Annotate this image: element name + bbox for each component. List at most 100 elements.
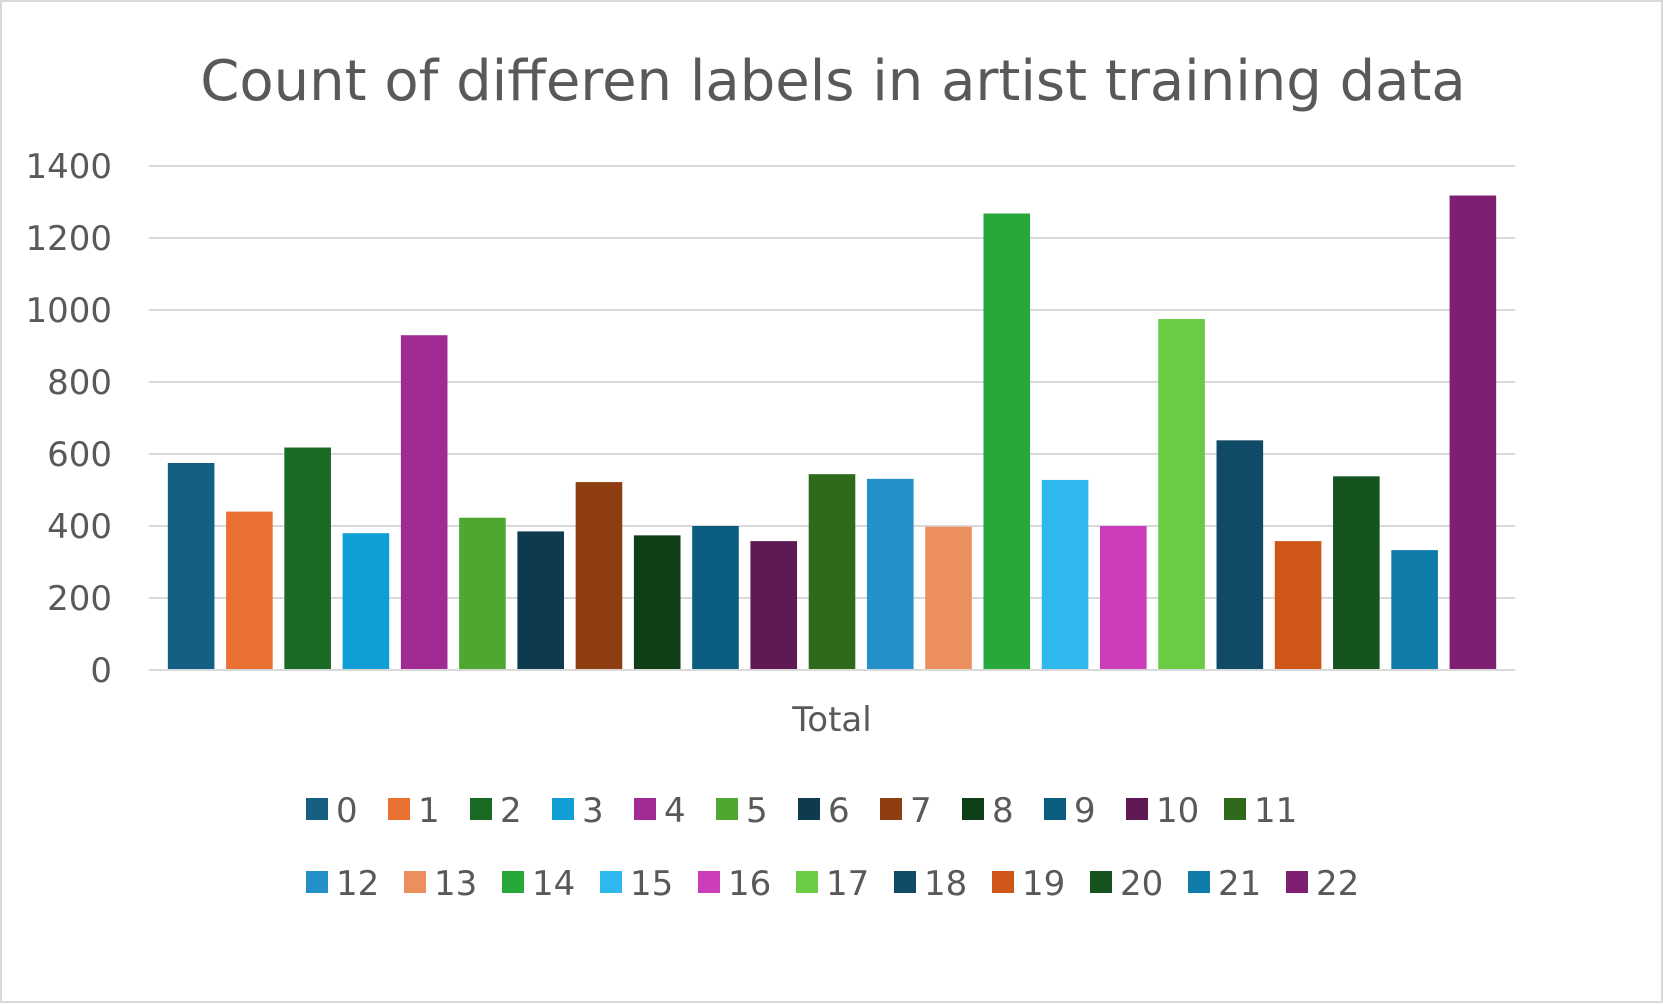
bar-series-4 — [400, 335, 448, 670]
legend-label: 20 — [1120, 864, 1163, 904]
legend-item-4: 4 — [634, 791, 686, 831]
bar-series-13 — [925, 526, 972, 670]
legend-swatch — [1224, 798, 1246, 820]
legend-label: 18 — [924, 864, 967, 904]
legend-item-22: 22 — [1286, 864, 1359, 904]
bar-series-5 — [459, 517, 506, 670]
bar-series-22 — [1449, 195, 1497, 670]
legend-swatch — [470, 798, 492, 820]
legend-item-9: 9 — [1044, 791, 1096, 831]
legend-item-0: 0 — [306, 791, 358, 831]
legend-label: 9 — [1074, 791, 1096, 831]
bar-series-10 — [750, 541, 798, 670]
legend-label: 8 — [992, 791, 1014, 831]
legend-item-18: 18 — [894, 864, 967, 904]
bar-series-12 — [866, 478, 914, 670]
legend-item-20: 20 — [1090, 864, 1163, 904]
y-axis-ticks: 0 200 400 600 800 1000 1200 1400 — [25, 147, 112, 691]
legend-swatch — [880, 798, 902, 820]
bar-series-0 — [167, 463, 215, 670]
bar-series-16 — [1100, 526, 1147, 670]
legend-swatch — [796, 871, 818, 893]
legend-label: 15 — [630, 864, 673, 904]
legend-swatch — [1286, 871, 1308, 893]
bar-series-14 — [983, 213, 1031, 670]
legend-swatch — [1126, 798, 1148, 820]
legend-swatch — [962, 798, 984, 820]
legend-swatch — [698, 871, 720, 893]
legend-swatch — [404, 871, 426, 893]
legend-label: 11 — [1254, 791, 1297, 831]
y-tick-label: 200 — [47, 579, 112, 619]
legend-label: 10 — [1156, 791, 1199, 831]
legend-swatch — [798, 798, 820, 820]
legend-item-7: 7 — [880, 791, 932, 831]
y-tick-label: 1400 — [25, 147, 112, 187]
legend-label: 2 — [500, 791, 522, 831]
bar-series-19 — [1274, 541, 1322, 670]
legend-label: 3 — [582, 791, 604, 831]
bar-series-21 — [1391, 550, 1438, 670]
legend-item-14: 14 — [502, 864, 575, 904]
legend-swatch — [992, 871, 1014, 893]
legend-label: 12 — [336, 864, 379, 904]
legend-swatch — [306, 798, 328, 820]
y-tick-label: 800 — [47, 363, 112, 403]
legend-swatch — [1188, 871, 1210, 893]
legend-swatch — [634, 798, 656, 820]
legend-swatch — [502, 871, 524, 893]
legend-swatch — [600, 871, 622, 893]
legend-item-3: 3 — [552, 791, 604, 831]
legend-item-8: 8 — [962, 791, 1014, 831]
bar-series-7 — [575, 482, 623, 670]
chart-title: Count of differen labels in artist train… — [200, 49, 1466, 114]
x-axis-categories: Total — [791, 700, 871, 740]
bar-series-1 — [226, 511, 273, 670]
y-tick-label: 400 — [47, 507, 112, 547]
legend-item-12: 12 — [306, 864, 379, 904]
bar-series-20 — [1333, 476, 1380, 670]
legend-label: 21 — [1218, 864, 1261, 904]
y-tick-label: 600 — [47, 435, 112, 475]
legend-label: 14 — [532, 864, 575, 904]
legend-label: 19 — [1022, 864, 1065, 904]
legend-label: 5 — [746, 791, 768, 831]
legend-label: 13 — [434, 864, 477, 904]
legend-swatch — [1090, 871, 1112, 893]
y-tick-label: 1200 — [25, 219, 112, 259]
legend-label: 22 — [1316, 864, 1359, 904]
y-tick-label: 1000 — [25, 291, 112, 331]
bar-series-9 — [692, 526, 739, 670]
legend-item-17: 17 — [796, 864, 869, 904]
bar-series-18 — [1216, 440, 1264, 670]
legend-item-2: 2 — [470, 791, 522, 831]
legend-swatch — [552, 798, 574, 820]
legend-swatch — [306, 871, 328, 893]
legend-swatch — [1044, 798, 1066, 820]
legend-swatch — [894, 871, 916, 893]
bar-series-17 — [1158, 319, 1205, 670]
legend-label: 6 — [828, 791, 850, 831]
legend-item-19: 19 — [992, 864, 1065, 904]
legend-item-1: 1 — [388, 791, 440, 831]
bar-series-15 — [1041, 479, 1089, 670]
legend-label: 17 — [826, 864, 869, 904]
legend-label: 16 — [728, 864, 771, 904]
legend-item-11: 11 — [1224, 791, 1297, 831]
legend-item-16: 16 — [698, 864, 771, 904]
bar-series-6 — [517, 531, 564, 670]
legend-label: 1 — [418, 791, 440, 831]
y-tick-label: 0 — [90, 651, 112, 691]
legend-item-15: 15 — [600, 864, 673, 904]
legend-label: 7 — [910, 791, 932, 831]
bar-series-2 — [284, 447, 331, 670]
bar-series-3 — [342, 533, 390, 670]
bars — [167, 195, 1497, 670]
legend-item-5: 5 — [716, 791, 768, 831]
bar-series-8 — [633, 535, 681, 670]
legend-item-6: 6 — [798, 791, 850, 831]
legend-item-21: 21 — [1188, 864, 1261, 904]
